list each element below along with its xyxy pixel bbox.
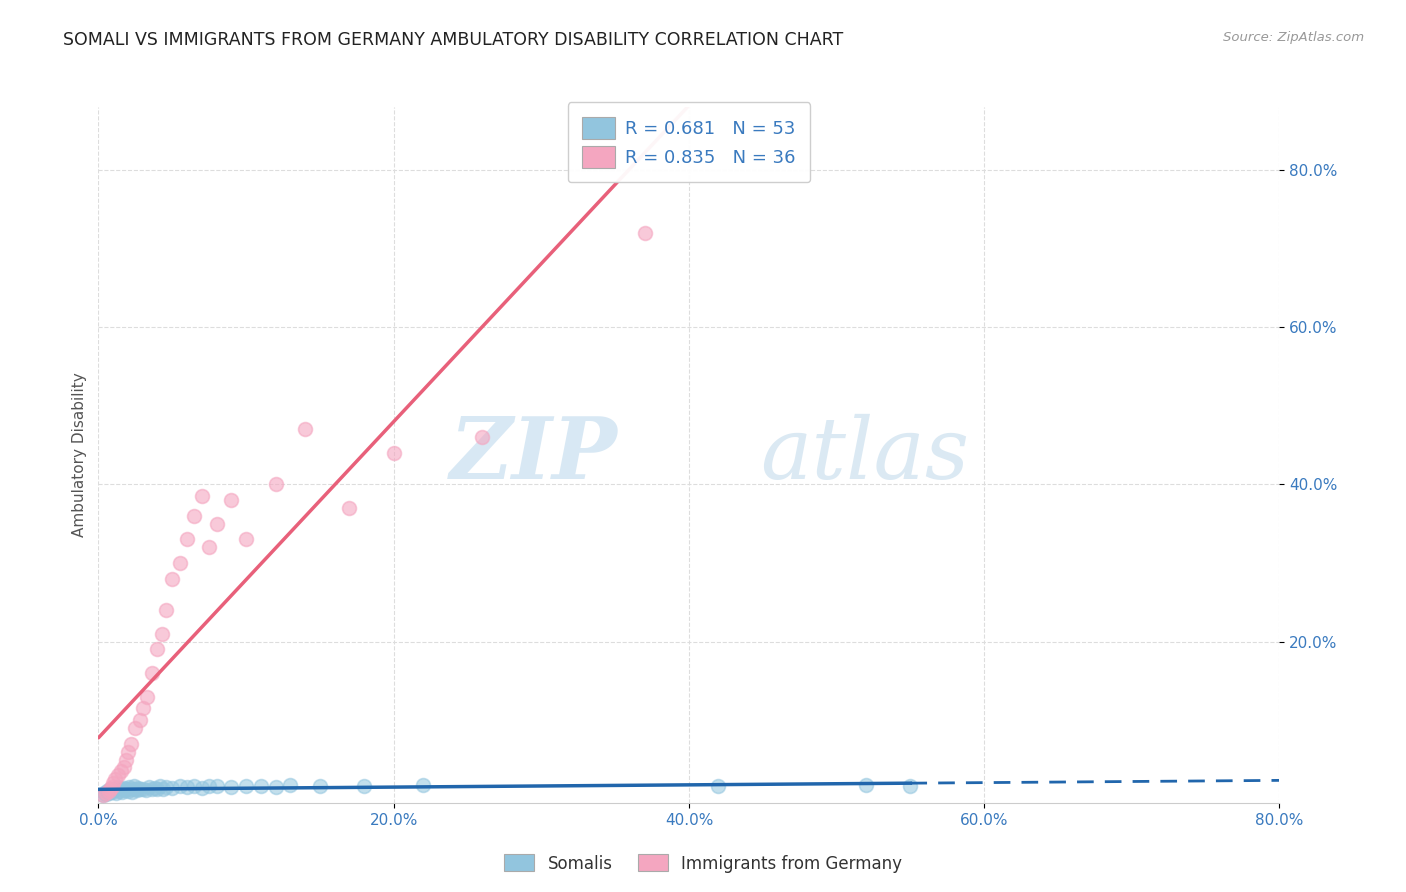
Point bbox=[100, 785, 122, 799]
Point bbox=[152, 782, 174, 797]
Point bbox=[128, 713, 150, 727]
Point bbox=[120, 737, 142, 751]
Point bbox=[105, 786, 128, 800]
Point bbox=[412, 778, 434, 792]
Legend: R = 0.681   N = 53, R = 0.835   N = 36: R = 0.681 N = 53, R = 0.835 N = 36 bbox=[568, 103, 810, 182]
Point bbox=[107, 780, 129, 794]
Point bbox=[339, 500, 361, 515]
Point bbox=[155, 780, 177, 794]
Point bbox=[94, 787, 117, 801]
Point bbox=[169, 779, 191, 793]
Point bbox=[250, 779, 273, 793]
Text: Source: ZipAtlas.com: Source: ZipAtlas.com bbox=[1223, 31, 1364, 45]
Point bbox=[146, 642, 169, 657]
Point bbox=[111, 785, 134, 799]
Point bbox=[280, 778, 302, 792]
Text: ZIP: ZIP bbox=[450, 413, 619, 497]
Point bbox=[93, 786, 115, 800]
Point bbox=[707, 779, 730, 793]
Point bbox=[96, 784, 118, 798]
Point bbox=[132, 701, 155, 715]
Point bbox=[115, 753, 138, 767]
Point bbox=[353, 779, 375, 793]
Point bbox=[110, 764, 132, 779]
Point bbox=[309, 779, 332, 793]
Point bbox=[855, 778, 877, 792]
Point bbox=[146, 781, 169, 796]
Point bbox=[138, 780, 160, 794]
Point bbox=[104, 781, 127, 796]
Point bbox=[198, 541, 221, 555]
Point bbox=[264, 477, 287, 491]
Point bbox=[112, 760, 135, 774]
Point bbox=[125, 783, 148, 797]
Point bbox=[115, 781, 138, 796]
Point bbox=[634, 226, 657, 240]
Point bbox=[150, 627, 173, 641]
Point bbox=[136, 690, 159, 704]
Point bbox=[141, 666, 163, 681]
Point bbox=[118, 780, 141, 794]
Point bbox=[183, 779, 205, 793]
Point bbox=[264, 780, 287, 794]
Point bbox=[108, 784, 131, 798]
Point bbox=[98, 782, 121, 797]
Point bbox=[120, 782, 142, 797]
Point bbox=[191, 489, 214, 503]
Point bbox=[155, 603, 177, 617]
Point bbox=[91, 788, 114, 802]
Point bbox=[104, 772, 127, 787]
Point bbox=[141, 782, 163, 797]
Point bbox=[235, 779, 257, 793]
Point bbox=[97, 784, 120, 798]
Point bbox=[198, 779, 221, 793]
Point bbox=[124, 721, 146, 735]
Legend: Somalis, Immigrants from Germany: Somalis, Immigrants from Germany bbox=[498, 847, 908, 880]
Point bbox=[221, 780, 243, 794]
Point bbox=[117, 784, 139, 798]
Point bbox=[221, 493, 243, 508]
Point bbox=[91, 788, 114, 802]
Point bbox=[114, 783, 136, 797]
Point bbox=[94, 786, 117, 800]
Point bbox=[100, 780, 122, 794]
Point bbox=[132, 781, 155, 796]
Point bbox=[191, 780, 214, 795]
Point bbox=[176, 533, 198, 547]
Point bbox=[183, 508, 205, 523]
Point bbox=[103, 776, 125, 790]
Point bbox=[128, 782, 150, 797]
Point bbox=[117, 745, 139, 759]
Point bbox=[135, 783, 157, 797]
Point bbox=[235, 533, 257, 547]
Point bbox=[294, 422, 316, 436]
Point bbox=[205, 779, 228, 793]
Point bbox=[110, 782, 132, 797]
Point bbox=[107, 768, 129, 782]
Point bbox=[176, 780, 198, 794]
Point bbox=[127, 780, 149, 795]
Point bbox=[205, 516, 228, 531]
Point bbox=[121, 785, 143, 799]
Point bbox=[124, 781, 146, 796]
Point bbox=[103, 783, 125, 797]
Point bbox=[471, 430, 494, 444]
Text: SOMALI VS IMMIGRANTS FROM GERMANY AMBULATORY DISABILITY CORRELATION CHART: SOMALI VS IMMIGRANTS FROM GERMANY AMBULA… bbox=[63, 31, 844, 49]
Point bbox=[162, 572, 183, 586]
Point bbox=[112, 780, 135, 795]
Point bbox=[143, 780, 166, 795]
Point bbox=[98, 782, 121, 797]
Point bbox=[169, 556, 191, 570]
Text: atlas: atlas bbox=[759, 414, 969, 496]
Point bbox=[122, 779, 145, 793]
Point bbox=[900, 779, 922, 793]
Point bbox=[149, 779, 172, 793]
Point bbox=[382, 446, 405, 460]
Point bbox=[97, 786, 120, 800]
Y-axis label: Ambulatory Disability: Ambulatory Disability bbox=[72, 373, 87, 537]
Point bbox=[162, 780, 183, 795]
